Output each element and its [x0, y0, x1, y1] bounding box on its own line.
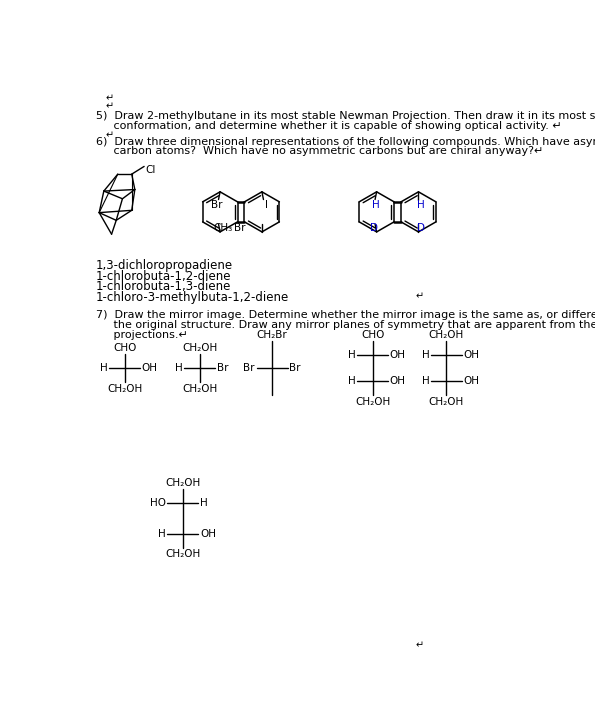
Text: H: H [348, 376, 356, 386]
Text: CH₂OH: CH₂OH [165, 549, 201, 559]
Text: Br: Br [211, 200, 223, 210]
Text: Br: Br [217, 363, 228, 373]
Text: OH: OH [142, 363, 158, 373]
Text: ↵: ↵ [105, 130, 114, 140]
Text: D: D [371, 223, 378, 232]
Text: projections.↵: projections.↵ [96, 330, 188, 340]
Text: H: H [348, 350, 356, 360]
Text: D: D [417, 223, 425, 232]
Text: CH₂OH: CH₂OH [429, 330, 464, 340]
Text: CHO: CHO [113, 343, 136, 353]
Text: Cl: Cl [145, 165, 155, 175]
Text: H: H [200, 498, 208, 508]
Text: CH₃: CH₃ [214, 223, 233, 232]
Text: CH₂OH: CH₂OH [165, 478, 201, 488]
Text: CH₂OH: CH₂OH [107, 383, 142, 393]
Text: HO: HO [150, 498, 166, 508]
Text: H: H [158, 529, 166, 539]
Text: CH₂OH: CH₂OH [182, 383, 218, 393]
Text: 1-chlorobuta-1,2-diene: 1-chlorobuta-1,2-diene [96, 269, 231, 282]
Text: OH: OH [464, 350, 480, 360]
Text: ↵: ↵ [105, 101, 114, 111]
Text: H: H [422, 350, 430, 360]
Text: Br: Br [243, 363, 255, 373]
Text: 1-chlorobuta-1,3-diene: 1-chlorobuta-1,3-diene [96, 280, 231, 293]
Text: H: H [372, 200, 380, 210]
Text: carbon atoms?  Which have no asymmetric carbons but are chiral anyway?↵: carbon atoms? Which have no asymmetric c… [96, 147, 543, 156]
Text: Br: Br [234, 223, 246, 232]
Text: 7)  Draw the mirror image. Determine whether the mirror image is the same as, or: 7) Draw the mirror image. Determine whet… [96, 311, 595, 320]
Text: Br: Br [289, 363, 300, 373]
Text: CH₂OH: CH₂OH [429, 396, 464, 407]
Text: H: H [417, 200, 425, 210]
Text: OH: OH [464, 376, 480, 386]
Text: CHO: CHO [361, 330, 384, 340]
Text: H: H [175, 363, 183, 373]
Text: CH₂OH: CH₂OH [355, 396, 390, 407]
Text: ↵: ↵ [105, 93, 114, 103]
Text: CH₂Br: CH₂Br [256, 330, 287, 340]
Text: OH: OH [390, 376, 406, 386]
Text: CH₂OH: CH₂OH [182, 343, 218, 353]
Text: ↵: ↵ [415, 291, 424, 301]
Text: ↵: ↵ [415, 640, 424, 650]
Text: the original structure. Draw any mirror planes of symmetry that are apparent fro: the original structure. Draw any mirror … [96, 320, 595, 330]
Text: conformation, and determine whether it is capable of showing optical activity. ↵: conformation, and determine whether it i… [96, 121, 562, 131]
Text: 1,3-dichloropropadiene: 1,3-dichloropropadiene [96, 259, 233, 272]
Text: 5)  Draw 2-methylbutane in its most stable Newman Projection. Then draw it in it: 5) Draw 2-methylbutane in its most stabl… [96, 111, 595, 121]
Text: H: H [422, 376, 430, 386]
Text: OH: OH [200, 529, 216, 539]
Text: OH: OH [390, 350, 406, 360]
Text: 1-chloro-3-methylbuta-1,2-diene: 1-chloro-3-methylbuta-1,2-diene [96, 291, 289, 304]
Text: H: H [100, 363, 108, 373]
Text: I: I [265, 200, 268, 210]
Text: 6)  Draw three dimensional representations of the following compounds. Which hav: 6) Draw three dimensional representation… [96, 137, 595, 147]
